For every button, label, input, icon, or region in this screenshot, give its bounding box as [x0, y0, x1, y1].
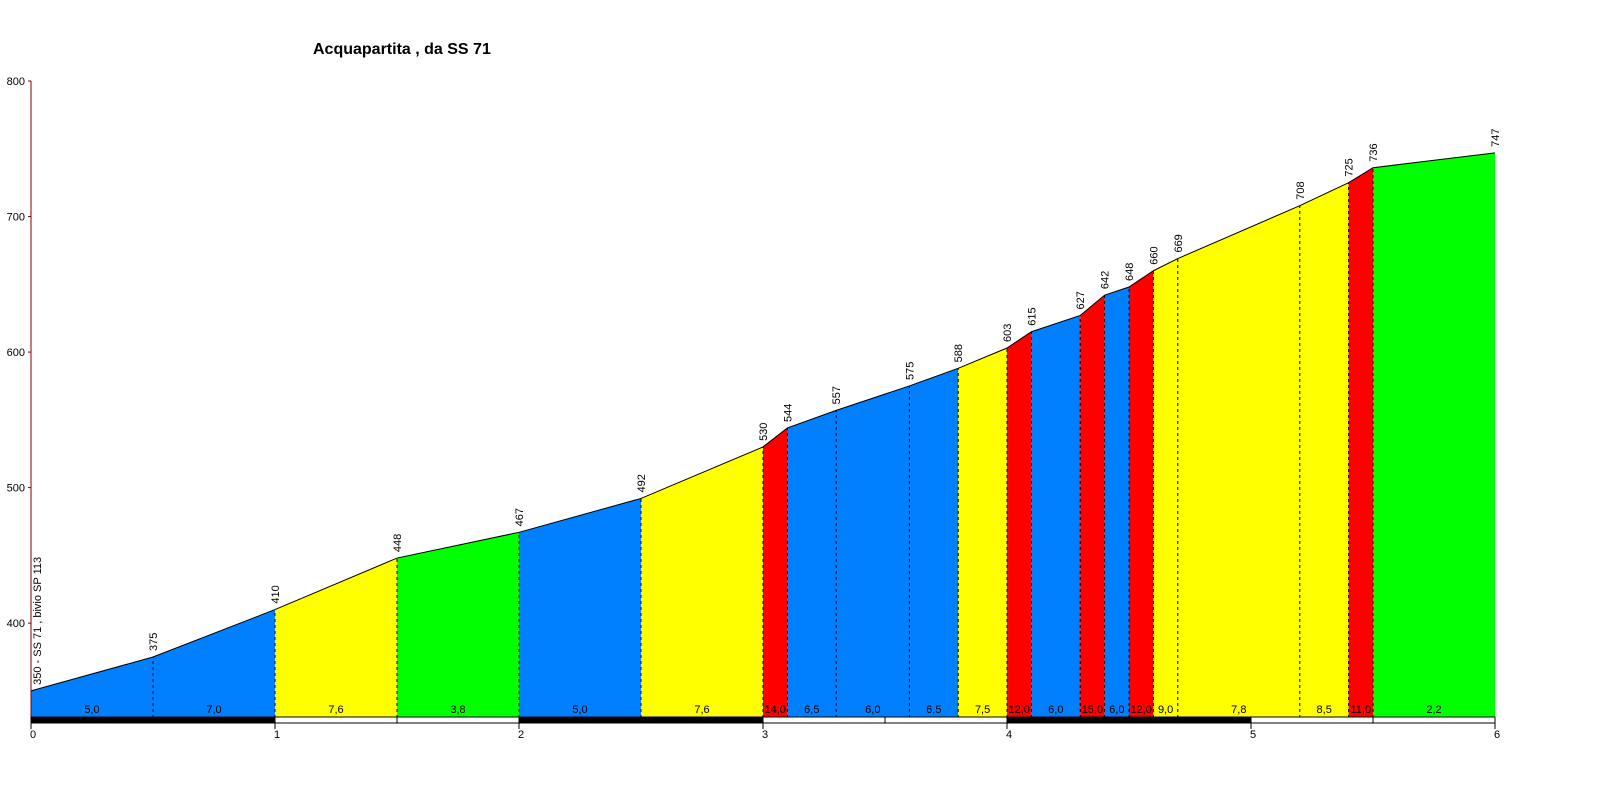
gradient-label: 6,0: [1048, 704, 1063, 716]
segment-fill-7: [958, 347, 1007, 718]
elevation-point-label: 747: [1490, 128, 1502, 146]
segment-fill-12: [1129, 270, 1154, 718]
y-tick-label: 700: [7, 212, 25, 224]
km-scale-bar: [1128, 716, 1252, 724]
km-scale-bar: [1006, 716, 1130, 724]
x-tick-label: 3: [762, 729, 768, 741]
segment-fill-4: [641, 446, 763, 718]
segment-fill-13: [1153, 182, 1349, 719]
gradient-label: 15,0: [1082, 704, 1103, 716]
elevation-point-label: 736: [1368, 143, 1380, 161]
elevation-point-label: 708: [1295, 181, 1307, 199]
elevation-point-label: 648: [1124, 263, 1136, 281]
segment-fill-6: [787, 368, 959, 718]
elevation-point-label: 375: [148, 633, 160, 651]
gradient-label: 7,0: [206, 704, 221, 716]
elevation-point-label: 492: [636, 474, 648, 492]
gradient-label: 7,8: [1231, 704, 1246, 716]
x-tick-label: 6: [1494, 729, 1500, 741]
elevation-point-label: 669: [1173, 234, 1185, 252]
km-scale-bar: [762, 716, 886, 724]
elevation-point-label: 448: [392, 534, 404, 552]
gradient-label: 6,5: [926, 704, 941, 716]
km-scale-bar: [640, 716, 764, 724]
segment-fill-1: [275, 558, 397, 718]
elevation-point-label: 530: [758, 423, 770, 441]
segment-fill-14: [1348, 167, 1373, 719]
elevation-point-label: 588: [953, 344, 965, 362]
segment-fill-10: [1080, 295, 1105, 718]
km-scale-bar: [884, 716, 1008, 724]
gradient-label: 12,0: [1008, 704, 1029, 716]
elevation-point-label: 410: [270, 585, 282, 603]
elevation-point-label: 575: [904, 362, 916, 380]
elevation-line: [30, 152, 1496, 692]
segment-fill-5: [763, 427, 788, 718]
start-point-label: 350 - SS 71 , bivio SP 113: [32, 557, 44, 685]
gradient-label: 11,0: [1351, 704, 1372, 716]
elevation-point-label: 725: [1344, 158, 1356, 176]
km-scale-bar: [274, 716, 398, 724]
gradient-label: 7,6: [694, 704, 709, 716]
y-tick-label: 400: [7, 618, 25, 630]
gradient-label: 14,0: [764, 704, 785, 716]
segment-fill-11: [1104, 287, 1129, 718]
x-tick-label: 0: [30, 729, 36, 741]
gradient-label: 12,0: [1130, 704, 1151, 716]
x-tick-label: 4: [1006, 729, 1012, 741]
segment-fill-8: [1007, 331, 1032, 718]
elevation-point-label: 467: [514, 508, 526, 526]
y-tick-label: 500: [7, 483, 25, 495]
elevation-point-label: 660: [1148, 246, 1160, 264]
segment-fill-15: [1373, 152, 1495, 718]
segment-fill-3: [519, 498, 641, 718]
km-scale-bar: [1250, 716, 1374, 724]
elevation-point-label: 544: [782, 404, 794, 422]
gradient-label: 5,0: [84, 704, 99, 716]
gradient-label: 2,2: [1426, 704, 1441, 716]
gradient-label: 5,0: [572, 704, 587, 716]
gradient-label: 9,0: [1158, 704, 1173, 716]
elevation-point-label: 627: [1075, 291, 1087, 309]
x-tick-label: 5: [1250, 729, 1256, 741]
chart-title: Acquapartita , da SS 71: [313, 41, 491, 58]
segment-fill-2: [397, 532, 519, 718]
x-tick-label: 2: [518, 729, 524, 741]
elevation-point-label: 642: [1100, 271, 1112, 289]
gradient-label: 8,5: [1317, 704, 1332, 716]
elevation-point-label: 603: [1002, 324, 1014, 342]
gradient-label: 6,5: [804, 704, 819, 716]
elevation-point-label: 615: [1026, 307, 1038, 325]
gradient-label: 6,0: [1109, 704, 1124, 716]
x-tick-label: 1: [274, 729, 280, 741]
km-scale-bar: [1372, 716, 1496, 724]
km-scale-bar: [518, 716, 642, 724]
gradient-label: 7,5: [975, 704, 990, 716]
gradient-label: 3,8: [450, 704, 465, 716]
y-tick-label: 600: [7, 347, 25, 359]
gradient-label: 7,6: [328, 704, 343, 716]
km-scale-bar: [152, 716, 276, 724]
km-scale-bar: [396, 716, 520, 724]
y-tick-label: 800: [7, 76, 25, 88]
segment-fill-9: [1031, 315, 1081, 718]
elevation-point-label: 557: [831, 386, 843, 404]
gradient-label: 6,0: [865, 704, 880, 716]
km-scale-bar: [30, 716, 154, 724]
